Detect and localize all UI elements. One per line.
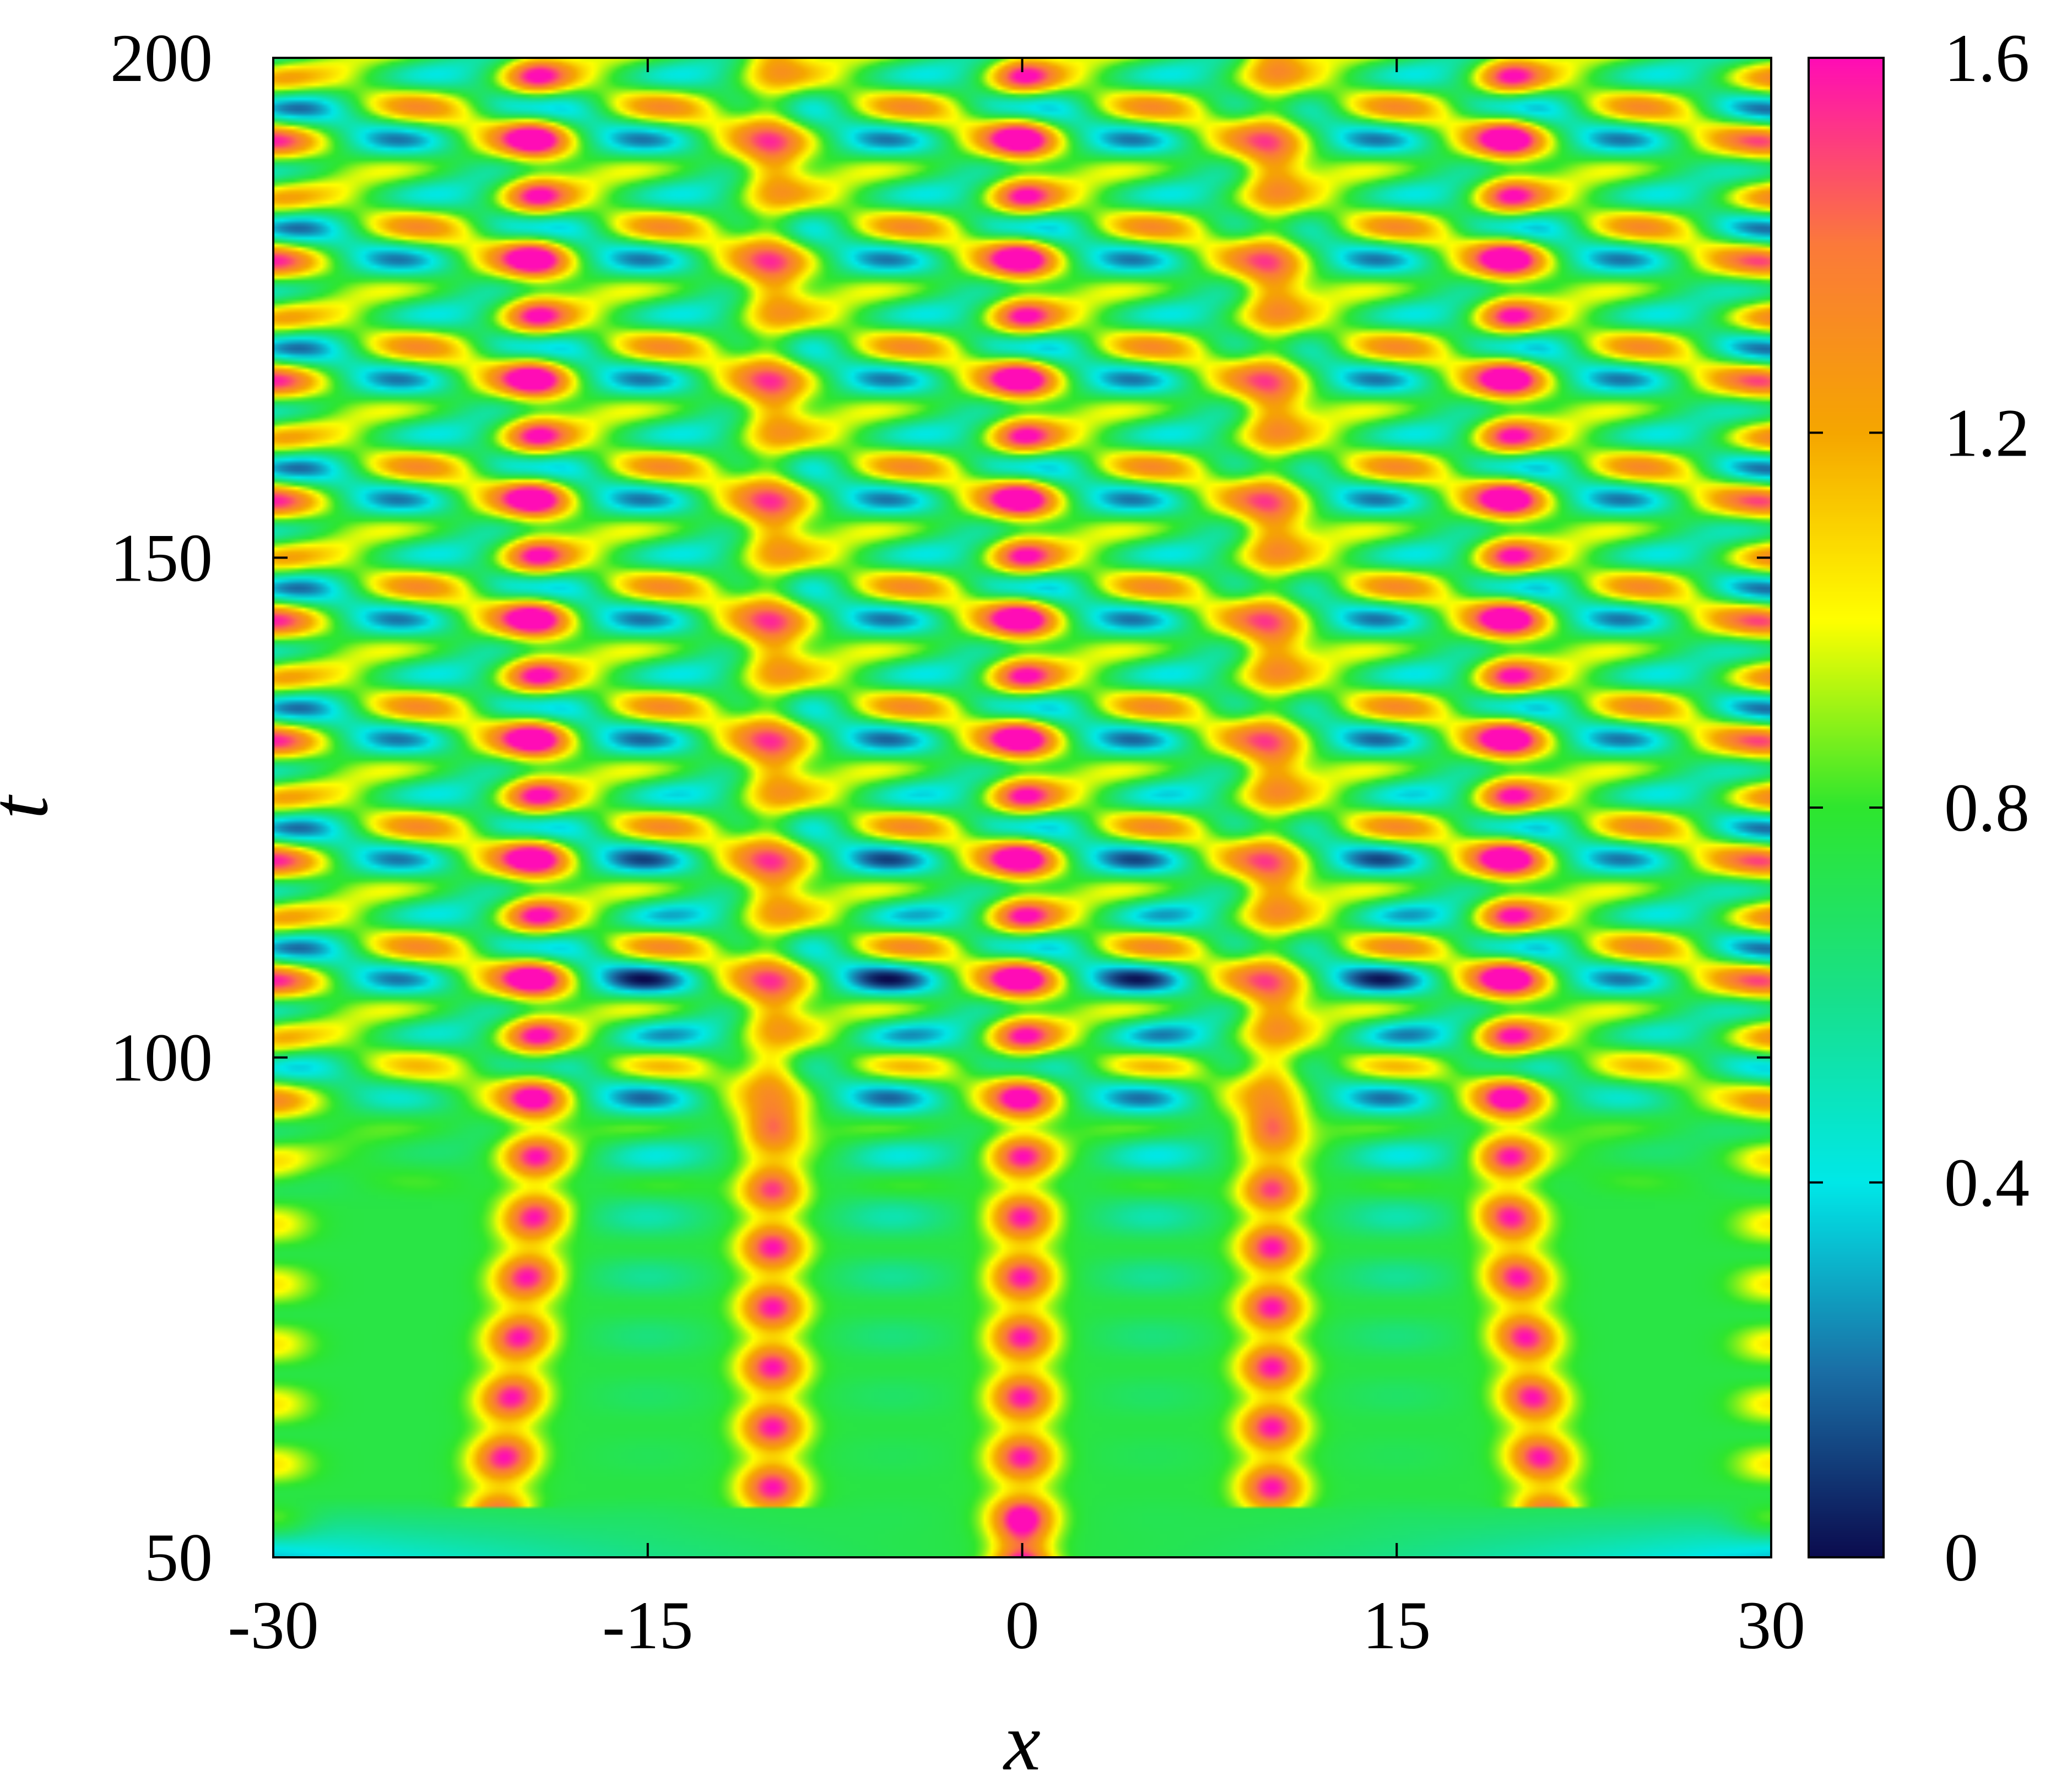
y-axis-title: t <box>0 794 65 819</box>
x-tick-label: -15 <box>602 1588 693 1663</box>
y-tick-label: 100 <box>110 1020 213 1096</box>
x-axis-ticks: -30 -15 0 15 30 <box>228 58 1805 1663</box>
x-tick-label: 15 <box>1362 1588 1431 1663</box>
y-axis-ticks: 50 100 150 200 <box>110 20 1771 1595</box>
heatmap-image <box>273 58 1771 1557</box>
x-tick-label: -30 <box>228 1588 318 1663</box>
colorbar-tick-label: 1.2 <box>1944 396 2030 471</box>
colorbar-tick-label: 0 <box>1944 1520 1978 1595</box>
y-tick-label: 200 <box>110 20 213 96</box>
colorbar-tick-label: 0.8 <box>1944 770 2030 846</box>
colorbar-tick-label: 1.6 <box>1944 20 2030 96</box>
x-tick-label: 30 <box>1737 1588 1805 1663</box>
x-axis-title: x <box>1003 1696 1041 1788</box>
heatmap-cells <box>273 58 1771 1557</box>
y-tick-label: 50 <box>144 1520 213 1595</box>
y-tick-label: 150 <box>110 520 213 595</box>
colorbar-tick-label: 0.4 <box>1944 1145 2030 1221</box>
x-tick-label: 0 <box>1005 1588 1040 1663</box>
colorbar-ticks: 0 0.4 0.8 1.2 1.6 <box>1809 20 2030 1595</box>
